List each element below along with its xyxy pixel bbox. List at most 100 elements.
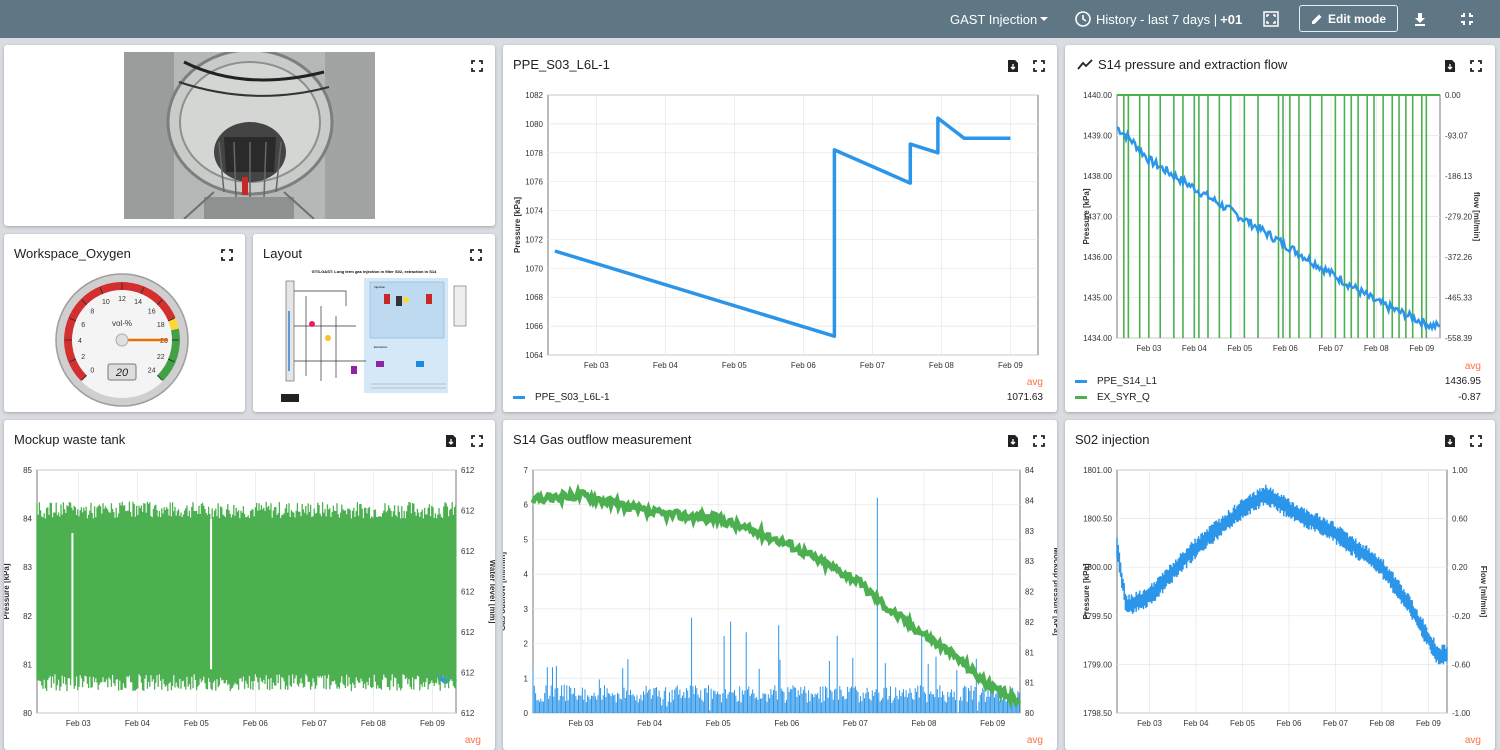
x-tick-label: Feb 08 <box>361 719 386 728</box>
gauge-band-red <box>64 282 176 382</box>
y2-tick-label: 84 <box>1025 466 1034 475</box>
fullscreen-icon[interactable] <box>470 59 484 73</box>
export-csv-icon[interactable] <box>444 434 458 448</box>
legend-header-avg: avg <box>464 735 481 746</box>
y-tick-label: 1435.00 <box>1083 294 1112 303</box>
export-csv-icon[interactable] <box>1443 434 1457 448</box>
y-axis-label: Gas outflow [ml/min] <box>503 552 507 631</box>
x-tick-label: Feb 07 <box>843 719 868 728</box>
legend-row[interactable]: PPE_S14_L1 <box>1075 376 1157 387</box>
y-tick-label: 1082 <box>525 91 543 100</box>
x-tick-label: Feb 03 <box>584 361 609 370</box>
edit-mode-button[interactable]: Edit mode <box>1299 5 1399 32</box>
top-bar: GAST Injection History - last 7 days | +… <box>0 0 1500 38</box>
fullscreen-icon[interactable] <box>1032 434 1046 448</box>
y-axis-label: Pressure [kPa] <box>4 563 11 619</box>
fullscreen-icon[interactable] <box>1032 59 1046 73</box>
legend-header-avg: avg <box>1026 735 1043 746</box>
x-tick-label: Feb 08 <box>929 361 954 370</box>
fullscreen-icon[interactable] <box>469 248 483 262</box>
y-tick-label: 2 <box>524 640 529 649</box>
y2-tick-label: -93.07 <box>1445 132 1468 141</box>
gauge-tick-label: 24 <box>148 368 156 375</box>
x-tick-label: Feb 08 <box>1369 719 1394 728</box>
x-tick-label: Feb 06 <box>1277 719 1302 728</box>
panel-title: S02 injection <box>1075 432 1150 447</box>
gauge-tick <box>168 358 175 363</box>
gauge-display-value: 20 <box>115 367 129 379</box>
fullscreen-icon[interactable] <box>1469 434 1483 448</box>
gauge-tick-label: 2 <box>81 354 85 361</box>
y-tick-label: 1440.00 <box>1083 91 1112 100</box>
export-csv-icon[interactable] <box>1006 434 1020 448</box>
series-line-water-level <box>36 501 457 692</box>
x-tick-label: Feb 04 <box>1182 344 1207 353</box>
exit-fullscreen-button[interactable] <box>1459 0 1475 38</box>
fullscreen-icon[interactable] <box>1469 59 1483 73</box>
export-csv-icon[interactable] <box>1006 59 1020 73</box>
y2-tick-label: 0.00 <box>1445 91 1461 100</box>
gauge-display <box>107 363 137 381</box>
series-line-ex-syr-q <box>1123 95 1428 338</box>
x-tick-label: Feb 04 <box>125 719 150 728</box>
x-tick-label: Feb 03 <box>66 719 91 728</box>
y-tick-label: 1080 <box>525 120 543 129</box>
gauge-tick-label: 8 <box>90 308 94 315</box>
trend-icon <box>1077 59 1093 70</box>
pencil-icon <box>1312 14 1322 24</box>
x-tick-label: Feb 05 <box>706 719 731 728</box>
y2-tick-label: 1.00 <box>1452 466 1468 475</box>
y2-tick-label: -0.20 <box>1452 612 1471 621</box>
download-button[interactable] <box>1412 0 1428 38</box>
y2-tick-label: 83 <box>1025 527 1034 536</box>
legend-header-avg: avg <box>1464 735 1481 746</box>
y-tick-label: 1 <box>524 674 529 683</box>
y-tick-label: 1072 <box>525 235 543 244</box>
layout-heading: GTS-GAST: Long term gas injection in fil… <box>312 269 437 274</box>
history-selector[interactable]: History - last 7 days | +01 <box>1074 0 1242 38</box>
layout-schematic: GTS-GAST: Long term gas injection in fil… <box>276 266 472 406</box>
panel-title: Layout <box>263 246 303 261</box>
fit-screen-button[interactable] <box>1262 0 1280 38</box>
y-tick-label: 1800.50 <box>1083 515 1112 524</box>
x-tick-label: Feb 03 <box>1136 344 1161 353</box>
series-line-mockup-pressure <box>530 483 1022 709</box>
x-tick-label: Feb 09 <box>980 719 1005 728</box>
legend-row[interactable]: PPE_S03_L6L-1 <box>513 392 610 403</box>
x-tick-label: Feb 06 <box>791 361 816 370</box>
legend-series-name: PPE_S03_L6L-1 <box>535 392 610 403</box>
y-tick-label: 1801.00 <box>1083 466 1112 475</box>
legend-swatch <box>1075 396 1087 399</box>
y-tick-label: 7 <box>524 466 529 475</box>
fullscreen-icon[interactable] <box>220 248 234 262</box>
legend-avg-value: -0.87 <box>1458 392 1481 403</box>
y2-tick-label: 0.60 <box>1452 515 1468 524</box>
series-line-gas-outflow <box>532 497 1020 713</box>
x-tick-label: Feb 04 <box>637 719 662 728</box>
x-tick-label: Feb 03 <box>1137 719 1162 728</box>
y-tick-label: 1799.50 <box>1083 612 1112 621</box>
dashboard-selector[interactable]: GAST Injection <box>950 0 1051 38</box>
y-tick-label: 6 <box>524 501 529 510</box>
fullscreen-icon[interactable] <box>470 434 484 448</box>
layout-panel: Layout GTS-GAST: Long term gas injection… <box>253 234 495 412</box>
legend-swatch <box>513 396 525 399</box>
legend-row[interactable]: EX_SYR_Q <box>1075 392 1150 403</box>
gauge-tick <box>69 358 76 363</box>
y-tick-label: 1439.00 <box>1083 132 1112 141</box>
y2-tick-label: 612 <box>461 628 475 637</box>
x-tick-label: Feb 05 <box>184 719 209 728</box>
y-tick-label: 5 <box>524 535 529 544</box>
gauge-tick <box>157 299 163 305</box>
y-tick-label: 84 <box>23 515 32 524</box>
x-tick-label: Feb 09 <box>420 719 445 728</box>
ppe-s03-panel: PPE_S03_L6L-1 1064 1066 1068 1070 1072 1074 10… <box>503 45 1057 412</box>
gauge-tick <box>81 299 87 305</box>
history-range: History - last 7 days | <box>1096 11 1218 27</box>
y2-tick-label: -558.39 <box>1445 334 1473 343</box>
gauge-tick <box>81 375 87 381</box>
export-csv-icon[interactable] <box>1443 59 1457 73</box>
x-tick-label: Feb 07 <box>860 361 885 370</box>
x-tick-label: Feb 07 <box>1318 344 1343 353</box>
